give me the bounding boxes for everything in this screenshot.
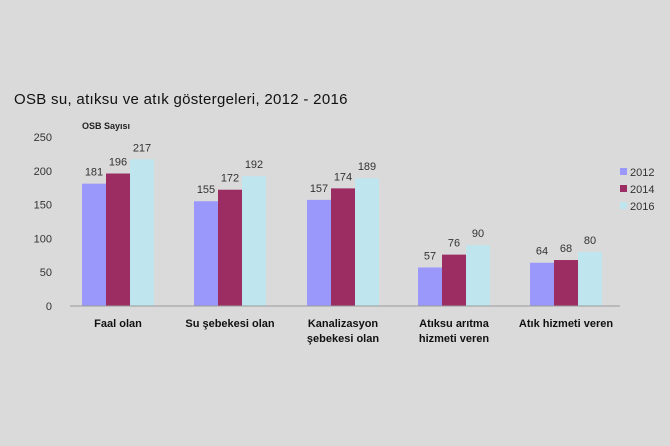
- data-label: 155: [197, 184, 215, 196]
- bar-2016: [130, 159, 154, 306]
- legend-swatch: [620, 185, 627, 192]
- category-label: şebekesi olan: [307, 333, 379, 345]
- data-label: 172: [221, 173, 239, 185]
- bar-2014: [106, 173, 130, 306]
- data-label: 76: [448, 238, 460, 250]
- y-tick-label: 100: [34, 233, 52, 245]
- data-label: 90: [472, 228, 484, 240]
- data-label: 157: [310, 183, 328, 195]
- bar-2016: [466, 245, 490, 306]
- bar-2014: [554, 260, 578, 306]
- data-label: 196: [109, 157, 127, 169]
- category-label: Atıksu arıtma: [419, 318, 490, 330]
- bar-2012: [82, 183, 106, 306]
- data-label: 192: [245, 159, 263, 171]
- category-label: Su şebekesi olan: [185, 318, 275, 330]
- data-label: 217: [133, 142, 151, 154]
- y-tick-label: 250: [34, 132, 52, 144]
- bar-2016: [242, 176, 266, 306]
- bar-2012: [418, 267, 442, 306]
- legend-label: 2012: [630, 167, 654, 179]
- data-label: 64: [536, 246, 548, 258]
- chart-title: OSB su, atıksu ve atık göstergeleri, 201…: [14, 91, 348, 108]
- category-label: hizmeti veren: [419, 333, 490, 345]
- data-label: 174: [334, 171, 352, 183]
- category-label: Faal olan: [94, 318, 142, 330]
- bar-2012: [307, 199, 331, 306]
- data-label: 68: [560, 243, 572, 255]
- y-tick-label: 200: [34, 166, 52, 178]
- bar-2012: [194, 201, 218, 306]
- y-tick-label: 0: [46, 301, 52, 313]
- bar-2016: [355, 178, 379, 306]
- legend-label: 2014: [630, 184, 654, 196]
- category-label: Atık hizmeti veren: [519, 318, 613, 330]
- y-tick-label: 50: [40, 267, 52, 279]
- bar-2016: [578, 251, 602, 306]
- legend-swatch: [620, 168, 627, 175]
- bar-2014: [331, 188, 355, 306]
- data-label: 80: [584, 235, 596, 247]
- bar-2012: [530, 262, 554, 306]
- legend-label: 2016: [630, 201, 654, 213]
- data-label: 181: [85, 167, 103, 179]
- legend-swatch: [620, 202, 627, 209]
- bar-2014: [442, 254, 466, 306]
- y-tick-label: 150: [34, 200, 52, 212]
- bar-2014: [218, 189, 242, 306]
- category-label: Kanalizasyon: [308, 318, 379, 330]
- data-label: 57: [424, 250, 436, 262]
- data-label: 189: [358, 161, 376, 173]
- y-axis-label: OSB Sayısı: [82, 121, 130, 131]
